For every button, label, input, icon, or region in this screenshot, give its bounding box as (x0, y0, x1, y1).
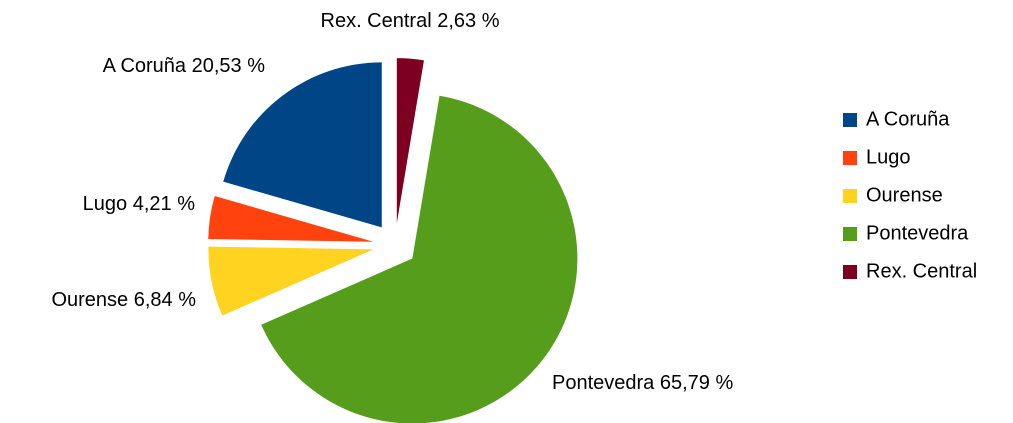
legend-swatch (843, 151, 857, 165)
legend-label: Lugo (866, 146, 911, 168)
slice-value: 2,63 % (437, 10, 499, 32)
legend-label: Rex. Central (866, 260, 977, 282)
pie-slice (261, 95, 578, 423)
slice-value: 4,21 % (133, 193, 195, 215)
legend-swatch (843, 265, 857, 279)
slice-value: 6,84 % (134, 289, 196, 311)
slice-label: Rex. Central 2,63 % (321, 10, 500, 32)
slice-label: A Coruña 20,53 % (103, 55, 266, 77)
pie-slice (208, 246, 374, 316)
slice-value: 20,53 % (192, 55, 266, 77)
legend-label: A Coruña (866, 108, 950, 130)
legend-label: Ourense (866, 184, 943, 206)
slice-name: Rex. Central (321, 10, 432, 32)
slice-value: 65,79 % (660, 372, 734, 394)
legend-swatch (843, 189, 857, 203)
pie-slice (223, 62, 382, 228)
slice-name: A Coruña (103, 55, 187, 77)
slice-label: Pontevedra 65,79 % (552, 372, 733, 394)
legend-swatch (843, 113, 857, 127)
legend-swatch (843, 227, 857, 241)
slice-name: Ourense (51, 289, 128, 311)
legend-label: Pontevedra (866, 222, 969, 244)
slice-name: Lugo (83, 193, 128, 215)
slice-name: Pontevedra (552, 372, 655, 394)
pie-slice (396, 58, 424, 224)
slice-label: Ourense 6,84 % (51, 289, 196, 311)
pie-slice (208, 196, 374, 242)
slice-label: Lugo 4,21 % (83, 193, 196, 215)
